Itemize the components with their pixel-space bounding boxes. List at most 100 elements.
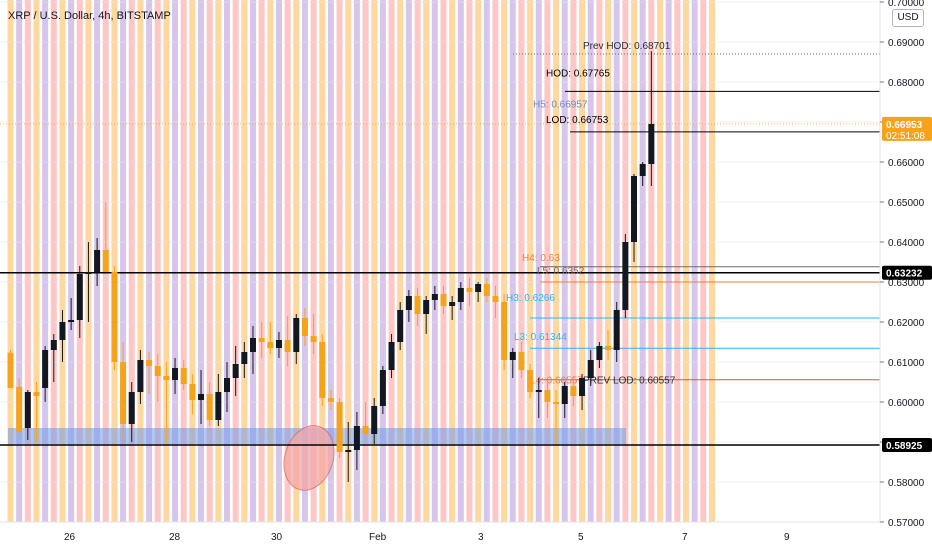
time-stripe: [570, 0, 577, 522]
time-stripe: [310, 0, 317, 522]
candle-body: [94, 250, 101, 272]
x-tick-label: 3: [478, 532, 484, 543]
time-stripe: [232, 0, 239, 522]
time-stripe: [674, 0, 681, 522]
candle-body: [596, 346, 603, 360]
level-label: L3: 0.61344: [514, 332, 567, 343]
time-stripe: [154, 0, 161, 522]
y-tick-label: 0.68000: [888, 78, 925, 89]
time-stripe: [319, 0, 326, 522]
time-stripe: [544, 0, 551, 522]
candle-body: [362, 426, 369, 434]
time-stripe: [293, 0, 300, 522]
y-tick-label: 0.63000: [888, 278, 925, 289]
candle-body: [457, 288, 464, 302]
candle-body: [535, 390, 542, 392]
sr-price-tag-bg: [882, 265, 932, 280]
time-stripe: [362, 0, 369, 522]
time-stripe: [492, 0, 499, 522]
time-stripe: [301, 0, 308, 522]
currency-badge[interactable]: USD: [892, 9, 924, 27]
candle-body: [206, 394, 213, 420]
time-stripe: [76, 0, 83, 522]
candle-body: [241, 352, 248, 364]
current-price-tag-bg: [882, 116, 932, 141]
time-stripe: [682, 0, 689, 522]
time-stripe: [501, 0, 508, 522]
time-stripe: [648, 0, 655, 522]
time-stripe: [327, 0, 334, 522]
time-stripe: [146, 0, 153, 522]
time-stripe: [336, 0, 343, 522]
candle-body: [405, 296, 412, 310]
time-stripe: [16, 0, 23, 522]
y-tick-label: 0.62000: [888, 318, 925, 329]
time-stripe: [267, 0, 274, 522]
time-stripe: [708, 0, 715, 522]
level-label: HOD: 0.67765: [546, 68, 610, 79]
candle-body: [466, 288, 473, 292]
candle-body: [579, 378, 586, 396]
candle-body: [605, 346, 612, 350]
x-tick-label: 26: [64, 532, 76, 543]
time-stripe: [180, 0, 187, 522]
level-label: H4: 0.63: [522, 253, 560, 264]
candle-body: [275, 340, 282, 348]
time-stripe: [449, 0, 456, 522]
time-stripe: [284, 0, 291, 522]
candle-body: [622, 242, 629, 310]
candle-body: [527, 370, 534, 392]
candle-body: [319, 342, 326, 398]
candle-body: [553, 402, 560, 404]
time-stripe: [379, 0, 386, 522]
y-tick-label: 0.58000: [888, 478, 925, 489]
x-tick-label: 9: [784, 532, 790, 543]
candle-body: [371, 406, 378, 434]
time-axis-bg: [0, 522, 880, 550]
candle-body: [68, 320, 75, 322]
level-label: H3: 0.6266: [506, 293, 555, 304]
time-stripe: [518, 0, 525, 522]
time-stripe: [553, 0, 560, 522]
time-stripe: [224, 0, 230, 522]
candle-body: [198, 394, 205, 400]
time-stripe: [215, 0, 222, 522]
level-label: L4: 0.60557: [530, 376, 583, 387]
sr-price-tag: 0.58925: [886, 441, 923, 452]
candle-body: [518, 352, 525, 370]
candle-body: [224, 378, 230, 392]
time-stripe: [120, 0, 127, 522]
candle-body: [492, 296, 499, 302]
candle-body: [7, 352, 14, 388]
time-stripe: [431, 0, 438, 522]
candle-body: [336, 402, 343, 452]
candle-body: [172, 368, 179, 380]
time-stripe: [345, 0, 352, 522]
candle-body: [449, 302, 456, 306]
time-stripe: [691, 0, 698, 522]
candle-body: [388, 342, 395, 370]
candle-body: [76, 274, 83, 320]
time-stripe: [50, 0, 57, 522]
time-stripe: [466, 0, 473, 522]
time-stripe: [535, 0, 542, 522]
time-stripe: [275, 0, 282, 522]
time-stripe: [579, 0, 586, 522]
time-stripe: [111, 0, 118, 522]
candle-body: [310, 336, 317, 342]
time-stripe: [397, 0, 404, 522]
candle-body: [379, 370, 386, 406]
highlight-ellipse: [283, 425, 335, 491]
y-tick-label: 0.60000: [888, 398, 925, 409]
level-label: LOD: 0.66753: [546, 115, 609, 126]
time-stripe: [388, 0, 395, 522]
time-stripe: [172, 0, 179, 522]
time-stripe: [423, 0, 430, 522]
candle-body: [293, 318, 300, 352]
sr-price-tag: 0.63232: [886, 269, 923, 280]
time-stripe: [42, 0, 49, 522]
y-tick-label: 0.69000: [888, 38, 925, 49]
time-stripe: [163, 0, 170, 522]
